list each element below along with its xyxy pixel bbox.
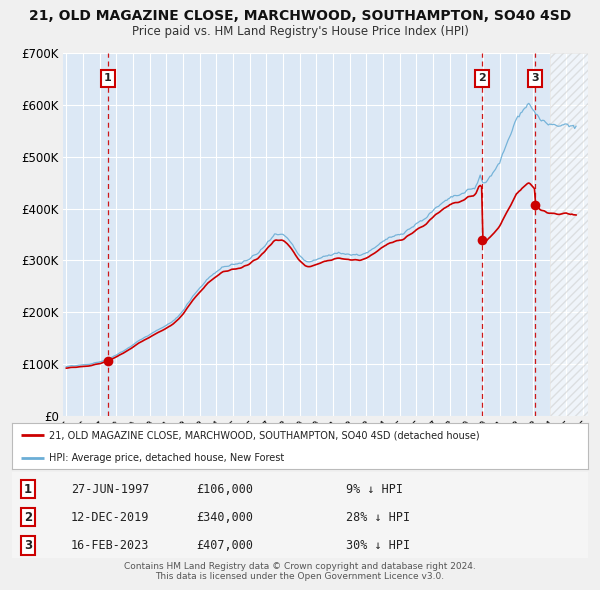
Text: 9% ↓ HPI: 9% ↓ HPI: [346, 483, 403, 496]
Text: 1: 1: [104, 74, 112, 84]
Text: 21, OLD MAGAZINE CLOSE, MARCHWOOD, SOUTHAMPTON, SO40 4SD (detached house): 21, OLD MAGAZINE CLOSE, MARCHWOOD, SOUTH…: [49, 431, 480, 441]
Text: £407,000: £407,000: [197, 539, 254, 552]
Text: 2: 2: [478, 74, 486, 84]
Text: 2: 2: [24, 511, 32, 524]
Text: This data is licensed under the Open Government Licence v3.0.: This data is licensed under the Open Gov…: [155, 572, 445, 581]
Text: 1: 1: [24, 483, 32, 496]
Text: Contains HM Land Registry data © Crown copyright and database right 2024.: Contains HM Land Registry data © Crown c…: [124, 562, 476, 571]
Text: £106,000: £106,000: [197, 483, 254, 496]
Text: 30% ↓ HPI: 30% ↓ HPI: [346, 539, 410, 552]
Bar: [550, 53, 588, 416]
Text: 12-DEC-2019: 12-DEC-2019: [71, 511, 149, 524]
Text: 16-FEB-2023: 16-FEB-2023: [71, 539, 149, 552]
Text: 27-JUN-1997: 27-JUN-1997: [71, 483, 149, 496]
Text: 21, OLD MAGAZINE CLOSE, MARCHWOOD, SOUTHAMPTON, SO40 4SD: 21, OLD MAGAZINE CLOSE, MARCHWOOD, SOUTH…: [29, 9, 571, 23]
Text: 28% ↓ HPI: 28% ↓ HPI: [346, 511, 410, 524]
Text: Price paid vs. HM Land Registry's House Price Index (HPI): Price paid vs. HM Land Registry's House …: [131, 25, 469, 38]
Text: 3: 3: [531, 74, 539, 84]
Text: 3: 3: [24, 539, 32, 552]
Text: HPI: Average price, detached house, New Forest: HPI: Average price, detached house, New …: [49, 453, 284, 463]
Text: £340,000: £340,000: [197, 511, 254, 524]
